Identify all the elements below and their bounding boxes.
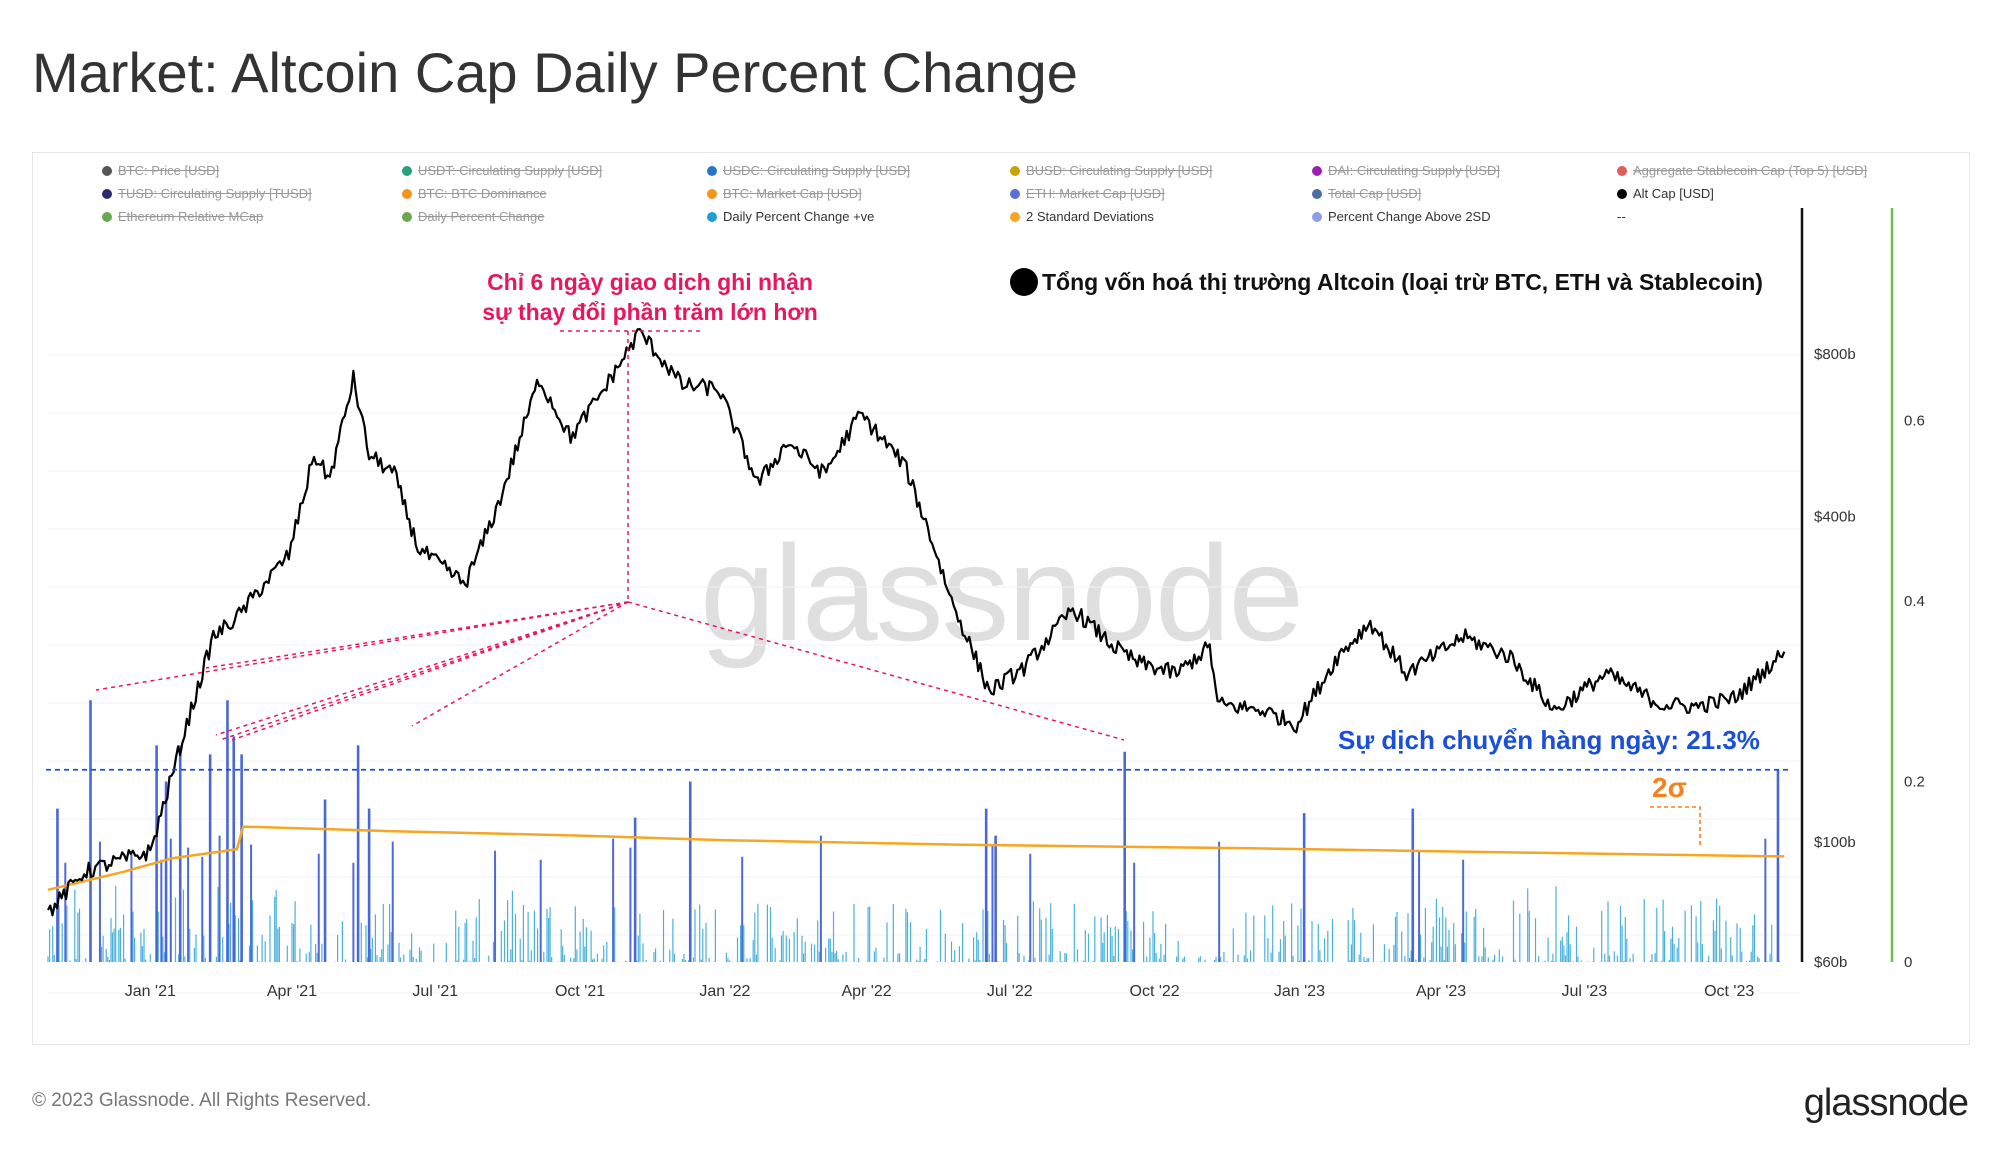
left-axis-tick-label: $800b	[1814, 346, 1856, 363]
altcap-note-text: Tổng vốn hoá thị trường Altcoin (loại tr…	[1042, 269, 1763, 295]
left-axis-tick-label: $400b	[1814, 509, 1856, 526]
legend-item[interactable]: Total Cap [USD]	[1312, 186, 1421, 201]
x-axis-tick-label: Jul '22	[987, 983, 1033, 1000]
legend-item[interactable]: Daily Percent Change +ve	[707, 209, 874, 224]
legend-label: DAI: Circulating Supply [USD]	[1328, 163, 1500, 178]
legend-label: Total Cap [USD]	[1328, 186, 1422, 201]
footer-logo: glassnode	[1803, 1082, 1969, 1124]
legend-dot-icon	[707, 166, 717, 176]
x-axis-tick-label: Jan '21	[125, 983, 176, 1000]
legend-item[interactable]: 2 Standard Deviations	[1010, 209, 1154, 224]
six-days-annotation: Chỉ 6 ngày giao dịch ghi nhận sự thay đổ…	[430, 267, 870, 327]
six-days-line-1: Chỉ 6 ngày giao dịch ghi nhận	[487, 269, 813, 295]
two-sigma-annotation: 2σ	[1652, 772, 1687, 803]
legend-item[interactable]: USDT: Circulating Supply [USD]	[402, 163, 602, 178]
page-title: Market: Altcoin Cap Daily Percent Change	[32, 41, 1078, 104]
footer-copyright: © 2023 Glassnode. All Rights Reserved.	[32, 1090, 372, 1111]
left-axis-tick-label: $100b	[1814, 834, 1856, 851]
legend-item[interactable]: Ethereum Relative MCap	[102, 209, 263, 224]
legend-dot-icon	[1010, 212, 1020, 222]
legend-dot-icon	[1312, 166, 1322, 176]
legend-dot-icon	[1010, 189, 1020, 199]
x-axis-tick-label: Jan '23	[1274, 983, 1325, 1000]
legend-dot-icon	[1617, 189, 1627, 199]
connector-line	[205, 601, 629, 669]
legend-dot-icon	[707, 189, 717, 199]
legend-dot-icon	[102, 212, 112, 222]
black-dot-icon	[1010, 268, 1038, 296]
connector-line	[231, 601, 629, 741]
legend-label: Alt Cap [USD]	[1633, 186, 1714, 201]
legend-label: BTC: BTC Dominance	[418, 186, 547, 201]
x-axis-tick-label: Apr '22	[841, 983, 891, 1000]
legend-label: ETH: Market Cap [USD]	[1026, 186, 1165, 201]
legend-label: Ethereum Relative MCap	[118, 209, 264, 224]
legend-dot-icon	[707, 212, 717, 222]
legend-item[interactable]: BTC: BTC Dominance	[402, 186, 547, 201]
x-axis-tick-label: Apr '23	[1416, 983, 1466, 1000]
legend-label: USDC: Circulating Supply [USD]	[723, 163, 911, 178]
watermark: glassnode	[700, 517, 1304, 669]
legend-item[interactable]: --	[1617, 209, 1626, 224]
legend-item[interactable]: BUSD: Circulating Supply [USD]	[1010, 163, 1212, 178]
legend-dot-icon	[402, 166, 412, 176]
legend-item[interactable]: USDC: Circulating Supply [USD]	[707, 163, 910, 178]
left-axis-tick-label: $60b	[1814, 954, 1847, 971]
legend-item[interactable]: Aggregate Stablecoin Cap (Top 5) [USD]	[1617, 163, 1867, 178]
legend-label: --	[1617, 209, 1626, 224]
legend-item[interactable]: Alt Cap [USD]	[1617, 186, 1714, 201]
daily-move-annotation: Sự dịch chuyển hàng ngày: 21.3%	[1338, 725, 1760, 755]
legend-item[interactable]: BTC: Market Cap [USD]	[707, 186, 862, 201]
connector-line	[627, 601, 1125, 741]
right-axis-tick-label: 0.2	[1904, 774, 1925, 791]
sigma-bracket	[1650, 806, 1701, 848]
x-axis-tick-label: Jul '21	[412, 983, 458, 1000]
legend-dot-icon	[1010, 166, 1020, 176]
legend-dot-icon	[1312, 189, 1322, 199]
legend-dot-icon	[402, 189, 412, 199]
legend-label: BUSD: Circulating Supply [USD]	[1026, 163, 1213, 178]
chart-frame	[32, 152, 1970, 1045]
connector-line	[95, 601, 629, 691]
legend-label: USDT: Circulating Supply [USD]	[418, 163, 603, 178]
legend-label: Percent Change Above 2SD	[1328, 209, 1491, 224]
legend-label: BTC: Price [USD]	[118, 163, 220, 178]
two-sd-line	[47, 825, 1785, 892]
legend-item[interactable]: Daily Percent Change	[402, 209, 544, 224]
legend-item[interactable]: Percent Change Above 2SD	[1312, 209, 1491, 224]
legend-dot-icon	[102, 189, 112, 199]
legend-dot-icon	[102, 166, 112, 176]
six-days-line-2: sự thay đổi phần trăm lớn hơn	[482, 299, 818, 325]
x-axis-tick-label: Oct '22	[1130, 983, 1180, 1000]
legend-dot-icon	[1617, 166, 1627, 176]
legend-label: Daily Percent Change +ve	[723, 209, 875, 224]
legend-item[interactable]: TUSD: Circulating Supply [TUSD]	[102, 186, 312, 201]
altcap-line	[47, 328, 1786, 917]
x-axis-tick-label: Apr '21	[267, 983, 317, 1000]
right-axis-tick-label: 0.4	[1904, 593, 1925, 610]
altcap-annotation: Tổng vốn hoá thị trường Altcoin (loại tr…	[1010, 268, 1763, 296]
legend-label: 2 Standard Deviations	[1026, 209, 1154, 224]
x-axis-tick-label: Jan '22	[699, 983, 750, 1000]
connector-line	[215, 601, 629, 736]
legend-item[interactable]: BTC: Price [USD]	[102, 163, 219, 178]
x-axis-tick-label: Jul '23	[1561, 983, 1607, 1000]
legend-label: Aggregate Stablecoin Cap (Top 5) [USD]	[1633, 163, 1868, 178]
right-axis-tick-label: 0.6	[1904, 413, 1925, 430]
legend-dot-icon	[402, 212, 412, 222]
legend-dot-icon	[1312, 212, 1322, 222]
legend-label: Daily Percent Change	[418, 209, 545, 224]
x-axis-tick-label: Oct '23	[1704, 983, 1754, 1000]
x-axis-tick-label: Oct '21	[555, 983, 605, 1000]
right-axis-tick-label: 0	[1904, 954, 1912, 971]
legend-label: TUSD: Circulating Supply [TUSD]	[118, 186, 312, 201]
legend-item[interactable]: ETH: Market Cap [USD]	[1010, 186, 1165, 201]
legend-label: BTC: Market Cap [USD]	[723, 186, 862, 201]
legend-item[interactable]: DAI: Circulating Supply [USD]	[1312, 163, 1500, 178]
connector-line	[411, 601, 629, 727]
